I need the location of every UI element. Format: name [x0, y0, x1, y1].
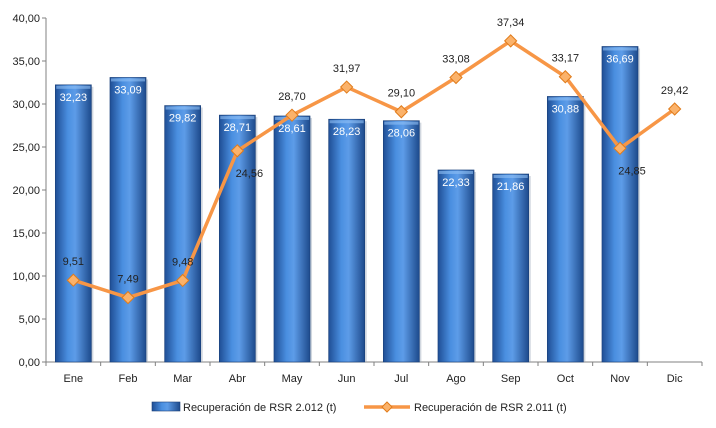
bar-value-label: 28,06 — [388, 128, 416, 140]
line-value-label: 37,34 — [497, 17, 525, 29]
bar-highlight — [56, 85, 91, 89]
bar-value-label: 30,88 — [552, 103, 580, 115]
y-tick-label: 35,00 — [12, 56, 40, 68]
bar-value-label: 29,82 — [169, 113, 197, 125]
y-tick-label: 20,00 — [12, 185, 40, 197]
bar-value-label: 28,23 — [333, 126, 361, 138]
y-tick-label: 10,00 — [12, 271, 40, 283]
x-tick-label: Abr — [229, 373, 246, 385]
bar-highlight — [493, 175, 528, 179]
x-tick-label: May — [282, 373, 303, 385]
bar-highlight — [329, 120, 364, 124]
y-tick-label: 40,00 — [12, 13, 40, 25]
x-tick-label: Feb — [119, 373, 138, 385]
line-series — [66, 34, 682, 305]
line-value-label: 29,10 — [388, 88, 416, 100]
line-value-label: 29,42 — [661, 85, 689, 97]
bar — [164, 105, 202, 363]
bar-value-label: 21,86 — [497, 181, 525, 193]
bar-highlight — [220, 116, 255, 120]
line-point — [449, 70, 463, 85]
line-value-label: 7,49 — [117, 274, 138, 286]
y-tick-label: 0,00 — [19, 357, 40, 369]
line-value-label: 33,17 — [552, 53, 580, 65]
x-tick-label: Ago — [446, 373, 466, 385]
line-point — [339, 80, 354, 94]
y-tick-label: 15,00 — [12, 228, 40, 240]
line-point — [66, 273, 81, 287]
line-point — [394, 105, 409, 119]
bar — [273, 115, 311, 363]
legend-swatch-marker — [381, 401, 393, 413]
line-value-label: 24,85 — [618, 165, 646, 177]
x-tick-label: Oct — [557, 373, 574, 385]
line-value-label: 31,97 — [333, 63, 361, 75]
bar-highlight — [438, 170, 474, 174]
line-point — [285, 108, 299, 122]
x-axis: Ene Feb Mar Abr May Jun Jul Ago Sep Oct Nov Dic — [45, 361, 703, 385]
bar-highlight — [165, 106, 200, 110]
bar — [54, 84, 92, 363]
bar-highlight — [110, 78, 146, 82]
x-tick-label: Nov — [610, 373, 630, 385]
bar-highlight — [384, 121, 419, 125]
x-tick-label: Ene — [64, 373, 84, 385]
line-point — [175, 273, 190, 288]
line-point — [503, 34, 518, 48]
legend-label-line: Recuperación de RSR 2.011 (t) — [414, 402, 567, 414]
bar-highlight — [548, 97, 583, 101]
x-tick-label: Dic — [667, 373, 683, 385]
line-point — [667, 102, 682, 116]
legend-label-bar: Recuperación de RSR 2.012 (t) — [183, 402, 336, 414]
bar — [382, 120, 420, 363]
line-point — [121, 290, 135, 305]
line-value-label: 33,08 — [442, 54, 470, 66]
x-tick-label: Jun — [338, 373, 356, 385]
legend: Recuperación de RSR 2.012 (t) Recuperació… — [151, 401, 567, 414]
x-tick-label: Sep — [501, 373, 521, 385]
legend-swatch-bar — [151, 401, 181, 412]
bar — [601, 46, 639, 363]
bar-value-label: 28,71 — [224, 122, 252, 134]
bar-value-label: 33,09 — [114, 84, 142, 96]
bar-highlight — [602, 47, 638, 51]
bar-value-label: 22,33 — [442, 177, 470, 189]
y-axis: 0,00 5,00 10,00 15,00 20,00 25,00 30,00 35,00 40… — [12, 13, 47, 369]
line-value-label: 9,51 — [63, 256, 84, 268]
bar — [437, 169, 475, 363]
bar-value-label: 32,23 — [60, 92, 88, 104]
data-labels: 32,23 33,09 29,82 28,71 28,61 28,23 28,06 22,33… — [60, 17, 689, 286]
x-tick-label: Mar — [173, 373, 192, 385]
x-tick-label: Jul — [394, 373, 408, 385]
line-point — [230, 144, 245, 158]
bar — [546, 96, 584, 363]
line-value-label: 9,48 — [172, 256, 193, 268]
bar-series — [54, 46, 641, 363]
bar — [492, 173, 530, 363]
line-path — [71, 39, 677, 300]
y-tick-label: 30,00 — [12, 99, 40, 111]
line-point — [558, 70, 573, 84]
line-value-label: 28,70 — [278, 91, 306, 103]
y-tick-label: 25,00 — [12, 142, 40, 154]
line-point — [613, 141, 627, 155]
y-tick-label: 5,00 — [19, 314, 40, 326]
line-value-label: 24,56 — [236, 168, 264, 180]
bar-value-label: 28,61 — [278, 123, 306, 135]
bar — [109, 77, 147, 363]
bar-value-label: 36,69 — [606, 53, 634, 65]
bar — [328, 118, 366, 363]
